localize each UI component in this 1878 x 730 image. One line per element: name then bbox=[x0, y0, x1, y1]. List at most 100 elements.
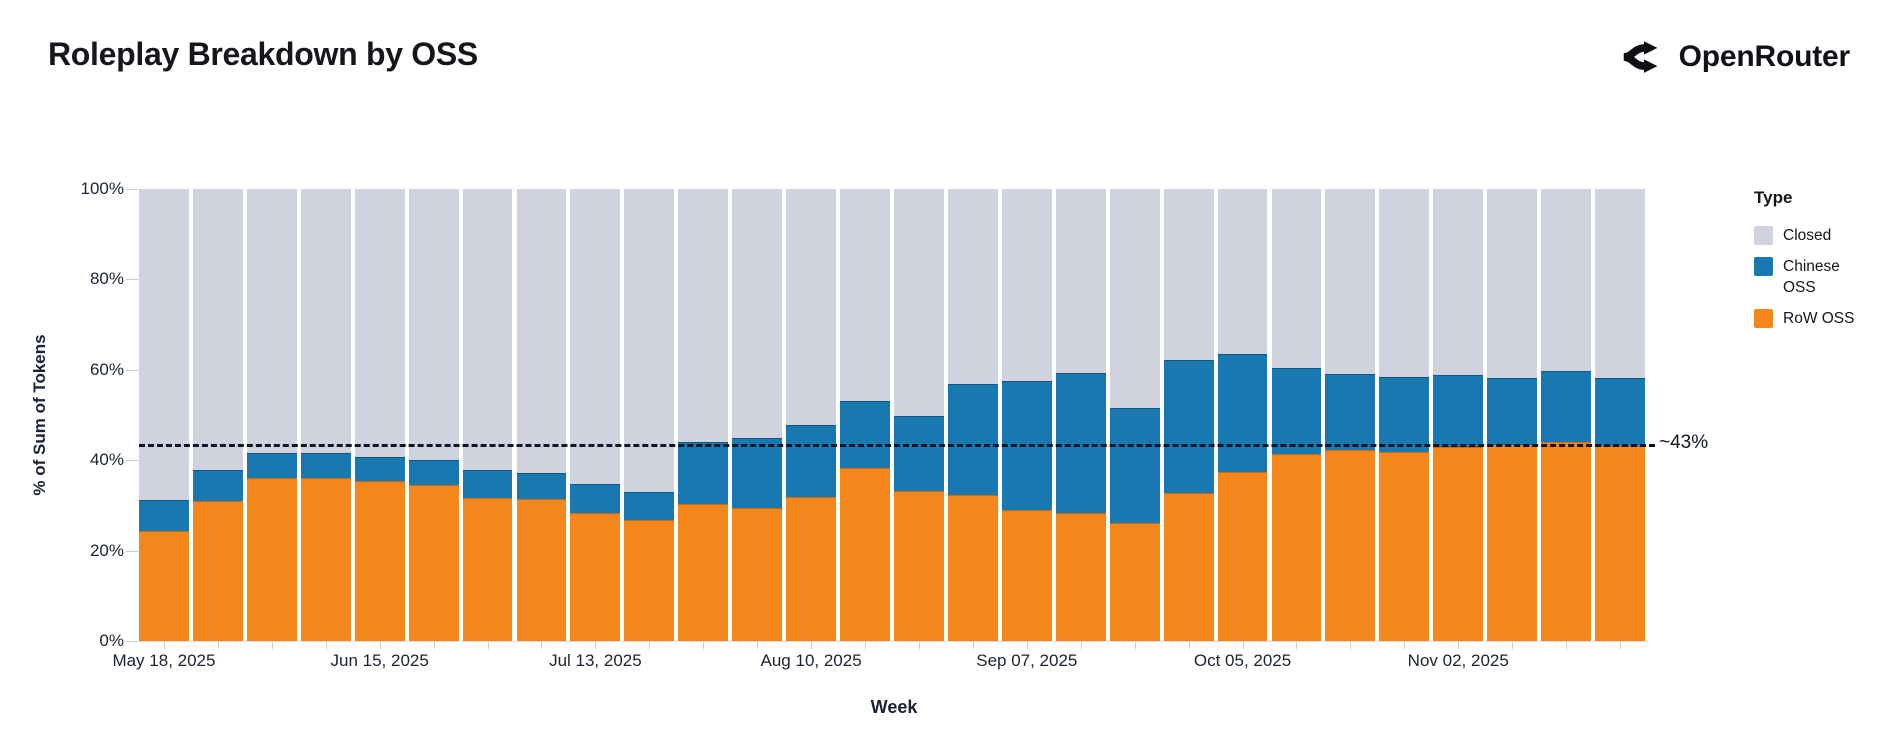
bar-week-Aug 03, 2025[interactable] bbox=[732, 189, 783, 641]
bar-week-Sep 21, 2025[interactable] bbox=[1109, 189, 1160, 641]
bar-week-Jun 01, 2025[interactable] bbox=[246, 189, 297, 641]
bar-week-Nov 16, 2025[interactable] bbox=[1541, 189, 1592, 641]
bar-week-Jul 20, 2025[interactable] bbox=[624, 189, 675, 641]
bar-week-Jul 27, 2025[interactable] bbox=[678, 189, 729, 642]
bar-segment-closed[interactable] bbox=[192, 189, 243, 471]
bar-segment-row-oss[interactable] bbox=[570, 513, 621, 641]
bar-segment-chinese-oss[interactable] bbox=[1541, 370, 1592, 442]
bar-segment-closed[interactable] bbox=[139, 189, 189, 501]
bar-segment-chinese-oss[interactable] bbox=[678, 441, 729, 504]
bar-segment-chinese-oss[interactable] bbox=[1109, 408, 1160, 524]
bar-segment-closed[interactable] bbox=[624, 189, 675, 493]
bar-segment-chinese-oss[interactable] bbox=[947, 384, 998, 495]
bar-week-Aug 24, 2025[interactable] bbox=[894, 189, 944, 641]
bar-segment-closed[interactable] bbox=[300, 189, 351, 453]
bar-segment-chinese-oss[interactable] bbox=[300, 452, 351, 478]
bar-segment-row-oss[interactable] bbox=[354, 481, 405, 641]
bar-segment-row-oss[interactable] bbox=[1325, 449, 1376, 641]
bar-segment-closed[interactable] bbox=[570, 189, 621, 484]
bar-segment-row-oss[interactable] bbox=[516, 499, 567, 642]
bar-week-Nov 02, 2025[interactable] bbox=[1433, 189, 1484, 642]
bar-segment-row-oss[interactable] bbox=[192, 500, 243, 642]
bar-segment-closed[interactable] bbox=[732, 189, 783, 438]
bar-week-May 18, 2025[interactable] bbox=[139, 189, 189, 641]
bar-segment-chinese-oss[interactable] bbox=[246, 452, 297, 478]
bar-segment-row-oss[interactable] bbox=[947, 494, 998, 641]
bar-segment-row-oss[interactable] bbox=[732, 507, 783, 641]
bar-segment-chinese-oss[interactable] bbox=[1055, 372, 1106, 513]
bar-segment-row-oss[interactable] bbox=[894, 490, 944, 641]
bar-segment-chinese-oss[interactable] bbox=[1595, 378, 1645, 446]
bar-week-Jul 13, 2025[interactable] bbox=[570, 189, 621, 641]
bar-segment-chinese-oss[interactable] bbox=[408, 460, 459, 485]
bar-segment-closed[interactable] bbox=[1163, 189, 1214, 360]
bar-segment-chinese-oss[interactable] bbox=[1379, 376, 1430, 453]
bar-segment-closed[interactable] bbox=[840, 189, 890, 401]
bar-week-Oct 12, 2025[interactable] bbox=[1271, 189, 1322, 641]
bar-week-Nov 09, 2025[interactable] bbox=[1487, 189, 1538, 641]
bar-segment-row-oss[interactable] bbox=[678, 503, 729, 642]
legend-item-chinese-oss[interactable]: Chinese OSS bbox=[1754, 256, 1876, 299]
bar-week-Aug 17, 2025[interactable] bbox=[840, 189, 890, 641]
bar-segment-closed[interactable] bbox=[786, 189, 837, 425]
bar-segment-closed[interactable] bbox=[1055, 189, 1106, 373]
bar-week-Oct 19, 2025[interactable] bbox=[1325, 189, 1376, 641]
bar-segment-closed[interactable] bbox=[1271, 189, 1322, 369]
bar-segment-closed[interactable] bbox=[1109, 189, 1160, 409]
bar-segment-row-oss[interactable] bbox=[300, 478, 351, 641]
bar-week-May 25, 2025[interactable] bbox=[192, 189, 243, 642]
bar-week-Aug 31, 2025[interactable] bbox=[947, 189, 998, 641]
bar-segment-row-oss[interactable] bbox=[1109, 523, 1160, 641]
bar-segment-chinese-oss[interactable] bbox=[1163, 360, 1214, 493]
bar-segment-row-oss[interactable] bbox=[1487, 444, 1538, 641]
legend-item-row-oss[interactable]: RoW OSS bbox=[1754, 308, 1876, 330]
bar-segment-closed[interactable] bbox=[947, 189, 998, 385]
bar-segment-row-oss[interactable] bbox=[624, 519, 675, 641]
bar-week-Jun 08, 2025[interactable] bbox=[300, 189, 351, 641]
bar-week-Aug 10, 2025[interactable] bbox=[786, 189, 837, 641]
bar-segment-closed[interactable] bbox=[1487, 189, 1538, 378]
bar-week-Nov 23, 2025[interactable] bbox=[1595, 189, 1645, 641]
bar-segment-row-oss[interactable] bbox=[1001, 509, 1052, 641]
bar-segment-chinese-oss[interactable] bbox=[139, 500, 189, 531]
bar-segment-closed[interactable] bbox=[1379, 189, 1430, 377]
bar-segment-closed[interactable] bbox=[408, 189, 459, 461]
bar-segment-chinese-oss[interactable] bbox=[570, 483, 621, 514]
bar-week-Sep 28, 2025[interactable] bbox=[1163, 189, 1214, 641]
bar-segment-chinese-oss[interactable] bbox=[354, 456, 405, 482]
bar-week-Sep 07, 2025[interactable] bbox=[1001, 189, 1052, 641]
bar-segment-row-oss[interactable] bbox=[1379, 452, 1430, 641]
bar-segment-row-oss[interactable] bbox=[1541, 441, 1592, 641]
legend-item-closed[interactable]: Closed bbox=[1754, 225, 1876, 247]
bar-segment-row-oss[interactable] bbox=[1217, 472, 1268, 642]
bar-segment-row-oss[interactable] bbox=[246, 478, 297, 641]
bar-segment-row-oss[interactable] bbox=[1595, 445, 1645, 641]
bar-week-Oct 26, 2025[interactable] bbox=[1379, 189, 1430, 641]
bar-segment-row-oss[interactable] bbox=[462, 497, 513, 642]
bar-segment-chinese-oss[interactable] bbox=[732, 437, 783, 508]
bar-segment-closed[interactable] bbox=[1433, 189, 1484, 375]
bar-segment-row-oss[interactable] bbox=[1271, 453, 1322, 641]
bar-segment-row-oss[interactable] bbox=[786, 496, 837, 641]
bar-segment-row-oss[interactable] bbox=[840, 467, 890, 641]
bar-segment-closed[interactable] bbox=[894, 189, 944, 416]
bar-segment-chinese-oss[interactable] bbox=[1271, 368, 1322, 454]
bar-segment-closed[interactable] bbox=[516, 189, 567, 473]
bar-segment-chinese-oss[interactable] bbox=[624, 492, 675, 520]
bar-segment-chinese-oss[interactable] bbox=[1433, 374, 1484, 448]
bar-segment-chinese-oss[interactable] bbox=[1487, 377, 1538, 445]
bar-segment-closed[interactable] bbox=[354, 189, 405, 457]
bar-segment-row-oss[interactable] bbox=[139, 530, 189, 641]
bar-segment-row-oss[interactable] bbox=[408, 484, 459, 641]
bar-week-Jun 15, 2025[interactable] bbox=[354, 189, 405, 641]
bar-segment-closed[interactable] bbox=[462, 189, 513, 471]
bar-segment-row-oss[interactable] bbox=[1433, 447, 1484, 642]
bar-segment-row-oss[interactable] bbox=[1163, 492, 1214, 641]
bar-segment-closed[interactable] bbox=[1001, 189, 1052, 381]
bar-segment-closed[interactable] bbox=[1217, 189, 1268, 354]
bar-week-Jul 06, 2025[interactable] bbox=[516, 189, 567, 642]
bar-segment-chinese-oss[interactable] bbox=[516, 472, 567, 500]
bar-segment-closed[interactable] bbox=[246, 189, 297, 453]
bar-week-Jun 29, 2025[interactable] bbox=[462, 189, 513, 642]
bar-week-Jun 22, 2025[interactable] bbox=[408, 189, 459, 641]
